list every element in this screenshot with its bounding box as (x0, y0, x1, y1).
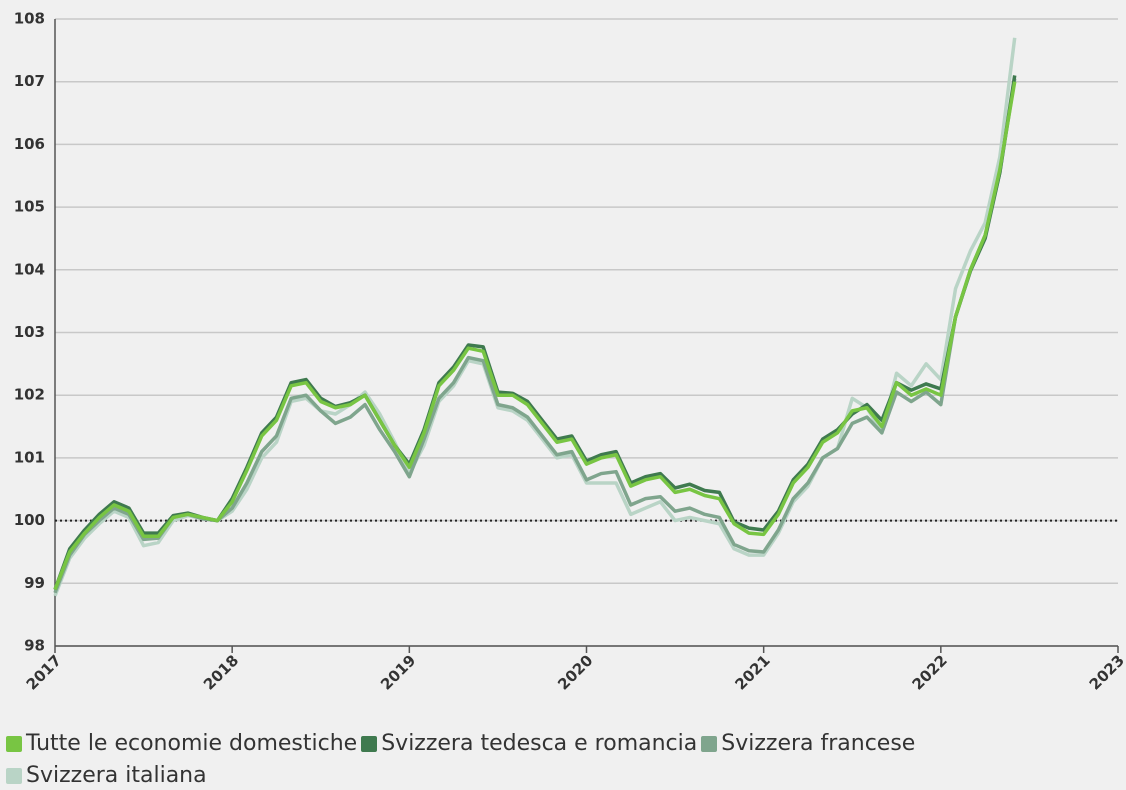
chart: 98 99 100 101 102 103 104 105 106 107 108 2017 2018 2… (14, 10, 1126, 694)
x-tick-label: 2021 (731, 651, 773, 693)
y-tick-label: 104 (14, 260, 45, 278)
legend-item: Svizzera francese (701, 730, 915, 758)
legend-item: Svizzera tedesca e romancia (361, 730, 697, 758)
y-tick-label: 106 (14, 135, 45, 153)
legend-label: Svizzera francese (721, 731, 916, 756)
y-tick-label: 101 (14, 448, 45, 466)
y-tick-label: 105 (14, 198, 45, 216)
y-tick-label: 103 (14, 323, 45, 341)
x-tick-label: 2017 (23, 651, 65, 693)
y-tick-label: 99 (24, 574, 45, 592)
y-tick-label: 108 (14, 10, 45, 28)
y-tick-label: 107 (14, 72, 45, 90)
y-tick-label: 102 (14, 386, 45, 404)
legend-label: Svizzera tedesca e romancia (381, 731, 698, 756)
legend-label: Tutte le economie domestiche (26, 731, 358, 756)
legend-swatch (6, 736, 22, 752)
series-line (53, 81, 1017, 591)
x-tick-label: 2020 (554, 651, 596, 693)
y-tick-label: 98 (24, 637, 45, 655)
x-tick-label: 2018 (200, 651, 242, 693)
legend-swatch (701, 736, 718, 752)
series-line (53, 37, 1017, 597)
y-tick-label: 100 (14, 511, 45, 529)
legend-swatch (6, 768, 22, 784)
legend-label: Svizzera italiana (26, 763, 207, 788)
legend-swatch (361, 736, 378, 752)
x-tick-label: 2019 (377, 651, 419, 693)
x-tick-label: 2022 (909, 651, 951, 693)
legend-item: Svizzera italiana (6, 762, 207, 790)
x-tick-label: 2023 (1086, 651, 1126, 693)
legend-item: Tutte le economie domestiche (6, 730, 357, 758)
legend: Tutte le economie domestiche Svizzera ted… (6, 730, 1116, 790)
